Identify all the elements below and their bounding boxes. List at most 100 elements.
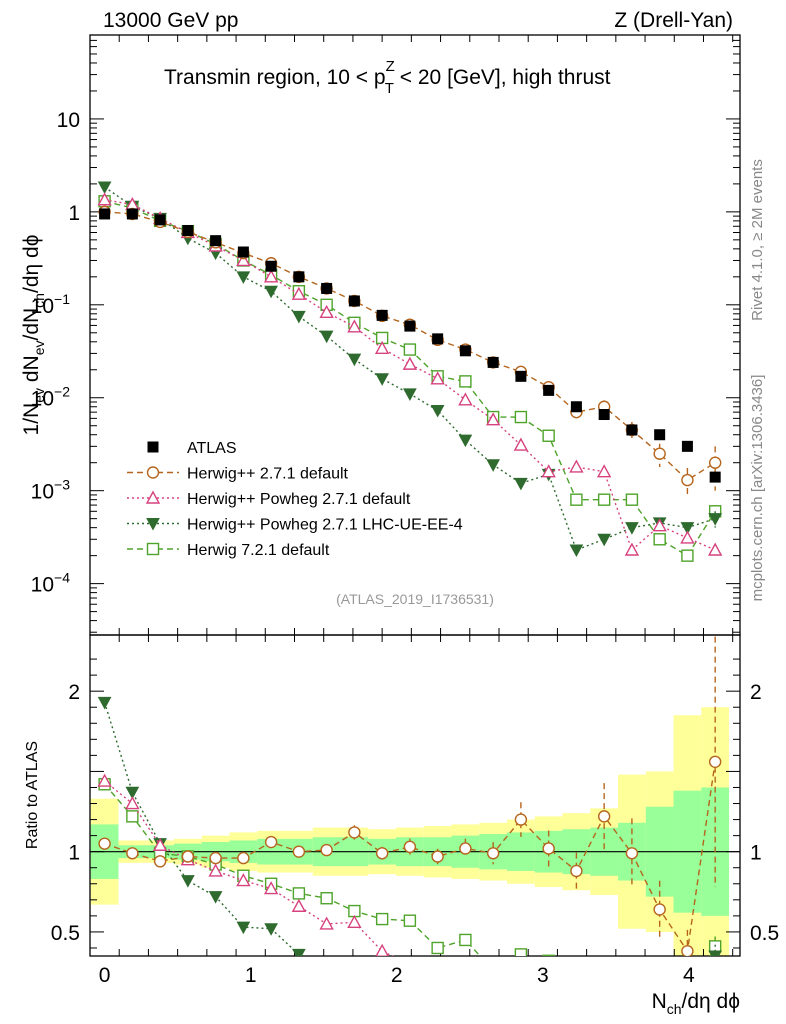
ratio-series-line [103,702,716,956]
y-tick-base: 1 [68,202,80,225]
ratio-point [320,843,333,857]
ratio-point [236,873,251,887]
ratio-point [459,933,472,947]
ratio-tick-label-right: 1 [750,842,762,865]
ratio-point [181,875,195,888]
ratio-point [597,810,611,823]
ratio-point [708,755,722,768]
title-post: < 20 [GeV], high thrust [394,66,611,89]
legend-marker [146,518,160,531]
atlas-point [154,214,166,226]
data-point [403,343,417,356]
y-tick-label: 10−4 [31,570,71,597]
data-point [459,375,472,388]
ratio-point [347,914,362,928]
y-tick-label: 10−2 [31,384,71,411]
data-point [569,544,584,558]
atlas-point [348,295,360,307]
data-point [236,253,251,267]
atlas-point [376,309,388,321]
y-tick-exp: −1 [54,291,70,307]
atlas-point [210,235,222,247]
ratio-point [514,948,528,956]
atlas-point [543,384,555,396]
data-point [374,340,390,355]
data-point [653,533,666,546]
ratio-point [208,863,223,877]
legend-marker [146,466,160,479]
data-point [625,522,639,535]
data-point [291,286,307,300]
legend-label: Herwig++ 2.7.1 default [187,466,349,483]
ratio-point [125,786,140,800]
atlas-point [293,271,305,283]
ratio-point [625,847,639,860]
rivet-version-label: Rivet 4.1.0, ≥ 2M events [749,159,766,321]
x-tick-label: 3 [537,964,549,987]
data-point [402,356,418,370]
y-tick-label: 10 [57,109,80,132]
legend: ATLAS Herwig++ 2.7.1 default Herwig++ Powh… [127,440,463,559]
atlas-point [709,471,721,483]
data-point [707,542,723,556]
x-axis-label: Nch/dη dϕ [652,990,740,1017]
data-point [458,392,473,406]
legend-label: ATLAS [187,440,237,457]
ratio-point [153,855,167,868]
data-point [347,353,362,367]
y-tick-base: 10 [31,481,54,504]
atlas-point [570,401,582,413]
header-left: 13000 GeV pp [103,9,238,32]
ratio-point [209,851,222,865]
ratio-point [515,977,527,988]
ratio-point [598,999,610,1010]
ratio-tick-label-right: 2 [750,681,762,704]
data-point [570,493,583,506]
ratio-point [431,941,444,955]
ratio-point [237,851,250,865]
main-series-layer [97,181,723,562]
data-point [569,459,584,473]
atlas-point [126,208,138,220]
atlas-point [654,429,666,441]
ratio-point [432,964,444,975]
ratio-point [321,959,333,970]
data-point [652,518,667,532]
data-point [708,513,723,526]
ratio-point [459,990,471,1001]
ratio-point [236,921,251,935]
data-point [292,310,306,324]
ratio-point [291,898,307,912]
ratio-tick-label-right: 0.5 [750,922,779,945]
data-point [541,464,556,478]
y-tick-label: 1 [68,202,80,225]
data-point [430,404,445,418]
ratio-point [375,912,389,926]
atlas-point [237,246,249,258]
ratio-tick-label: 1 [68,842,80,865]
ratio-point [571,991,582,1002]
ratio-point [403,914,417,927]
data-point [542,429,555,442]
ratio-point [126,847,139,860]
ratio-point [181,850,195,863]
ratio-series-line [104,761,716,954]
data-point [430,371,445,385]
atlas-point [459,345,471,357]
ratio-point [626,998,638,1009]
ratio-plot-frame [89,634,741,957]
data-point [681,549,694,562]
ratio-tick-label: 2 [68,681,80,704]
x-tick-label: 4 [683,964,695,987]
ratio-series-line [104,783,716,956]
legend-label: Herwig 7.2.1 default [187,542,330,559]
data-point [375,373,389,386]
data-point [97,192,112,206]
ratio-point [431,850,444,863]
ratio-point [626,978,637,989]
ratio-point [570,1002,582,1013]
atlas-point [321,282,333,294]
ratio-point [375,943,389,956]
ratio-y-axis-label: Ratio to ATLAS [24,741,41,849]
plot-title: Transmin region, 10 < pZ T < 20 [GeV], hi… [164,58,611,97]
